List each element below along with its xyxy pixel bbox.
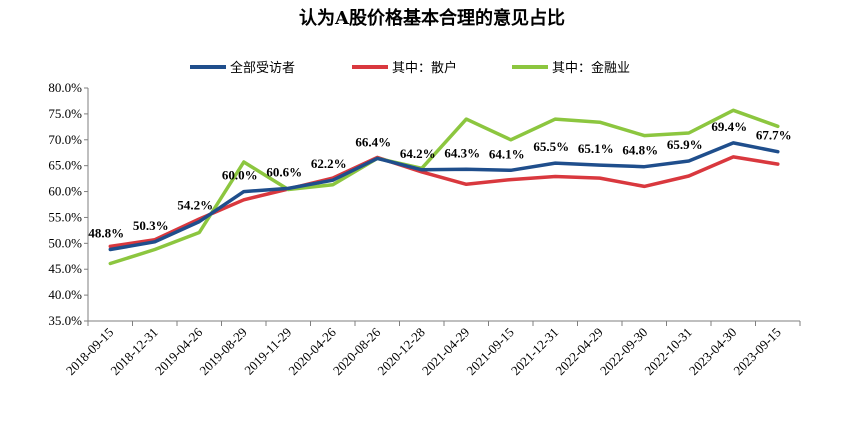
x-axis: 2018-09-152018-12-312019-04-262019-08-29… bbox=[63, 320, 801, 379]
data-label: 67.7% bbox=[756, 128, 792, 143]
data-label: 60.6% bbox=[266, 164, 302, 179]
data-label: 62.2% bbox=[311, 156, 347, 171]
legend-label: 全部受访者 bbox=[230, 60, 295, 76]
data-label: 64.1% bbox=[489, 146, 525, 161]
data-label: 69.4% bbox=[711, 119, 747, 134]
x-tick-label: 2019-08-29 bbox=[196, 325, 250, 379]
data-labels: 48.8% 50.3% 54.2% 60.0% 60.6% 62.2% 66.4% 64.2%… bbox=[88, 119, 791, 241]
y-tick-label: 35.0% bbox=[48, 313, 82, 328]
data-label: 50.3% bbox=[133, 218, 169, 233]
legend-label: 其中：金融业 bbox=[552, 60, 630, 76]
data-label: 60.0% bbox=[222, 168, 258, 183]
data-label: 64.8% bbox=[622, 143, 658, 158]
chart-title: 认为A股价格基本合理的意见占比 bbox=[299, 7, 565, 29]
data-label: 66.4% bbox=[355, 134, 391, 149]
x-tick-label: 2022-09-30 bbox=[597, 325, 651, 379]
y-tick-label: 40.0% bbox=[48, 287, 82, 302]
y-tick-label: 65.0% bbox=[48, 158, 82, 173]
y-tick-label: 70.0% bbox=[48, 132, 82, 147]
data-label: 48.8% bbox=[88, 226, 124, 241]
x-tick-label: 2021-09-15 bbox=[463, 325, 517, 379]
y-tick-label: 80.0% bbox=[48, 80, 82, 95]
x-tick-label: 2020-12-28 bbox=[374, 325, 428, 379]
x-tick-label: 2021-04-29 bbox=[419, 325, 473, 379]
x-tick-label: 2022-10-31 bbox=[641, 325, 695, 379]
legend: 全部受访者 其中：散户 其中：金融业 bbox=[190, 60, 630, 76]
y-tick-label: 55.0% bbox=[48, 209, 82, 224]
x-tick-label: 2018-12-31 bbox=[107, 325, 161, 379]
y-tick-label: 60.0% bbox=[48, 184, 82, 199]
y-tick-label: 45.0% bbox=[48, 261, 82, 276]
data-label: 65.5% bbox=[533, 139, 569, 154]
y-tick-label: 75.0% bbox=[48, 106, 82, 121]
series-line bbox=[108, 108, 780, 266]
x-tick-label: 2023-04-30 bbox=[686, 325, 740, 379]
x-tick-label: 2023-09-15 bbox=[730, 325, 784, 379]
x-tick-label: 2022-04-29 bbox=[552, 325, 606, 379]
series-lines bbox=[108, 108, 780, 266]
series-line bbox=[108, 141, 780, 252]
series-line bbox=[108, 155, 780, 249]
data-label: 65.1% bbox=[578, 141, 614, 156]
data-label: 54.2% bbox=[177, 198, 213, 213]
x-tick-label: 2021-12-31 bbox=[508, 325, 562, 379]
data-label: 65.9% bbox=[667, 137, 703, 152]
y-tick-label: 50.0% bbox=[48, 235, 82, 250]
data-label: 64.3% bbox=[444, 145, 480, 160]
y-axis: 35.0% 40.0% 45.0% 50.0% 55.0% 60.0% 65.0% 70.0%… bbox=[48, 80, 89, 328]
x-tick-label: 2018-09-15 bbox=[63, 325, 117, 379]
data-label: 64.2% bbox=[400, 146, 436, 161]
legend-label: 其中：散户 bbox=[392, 60, 457, 76]
